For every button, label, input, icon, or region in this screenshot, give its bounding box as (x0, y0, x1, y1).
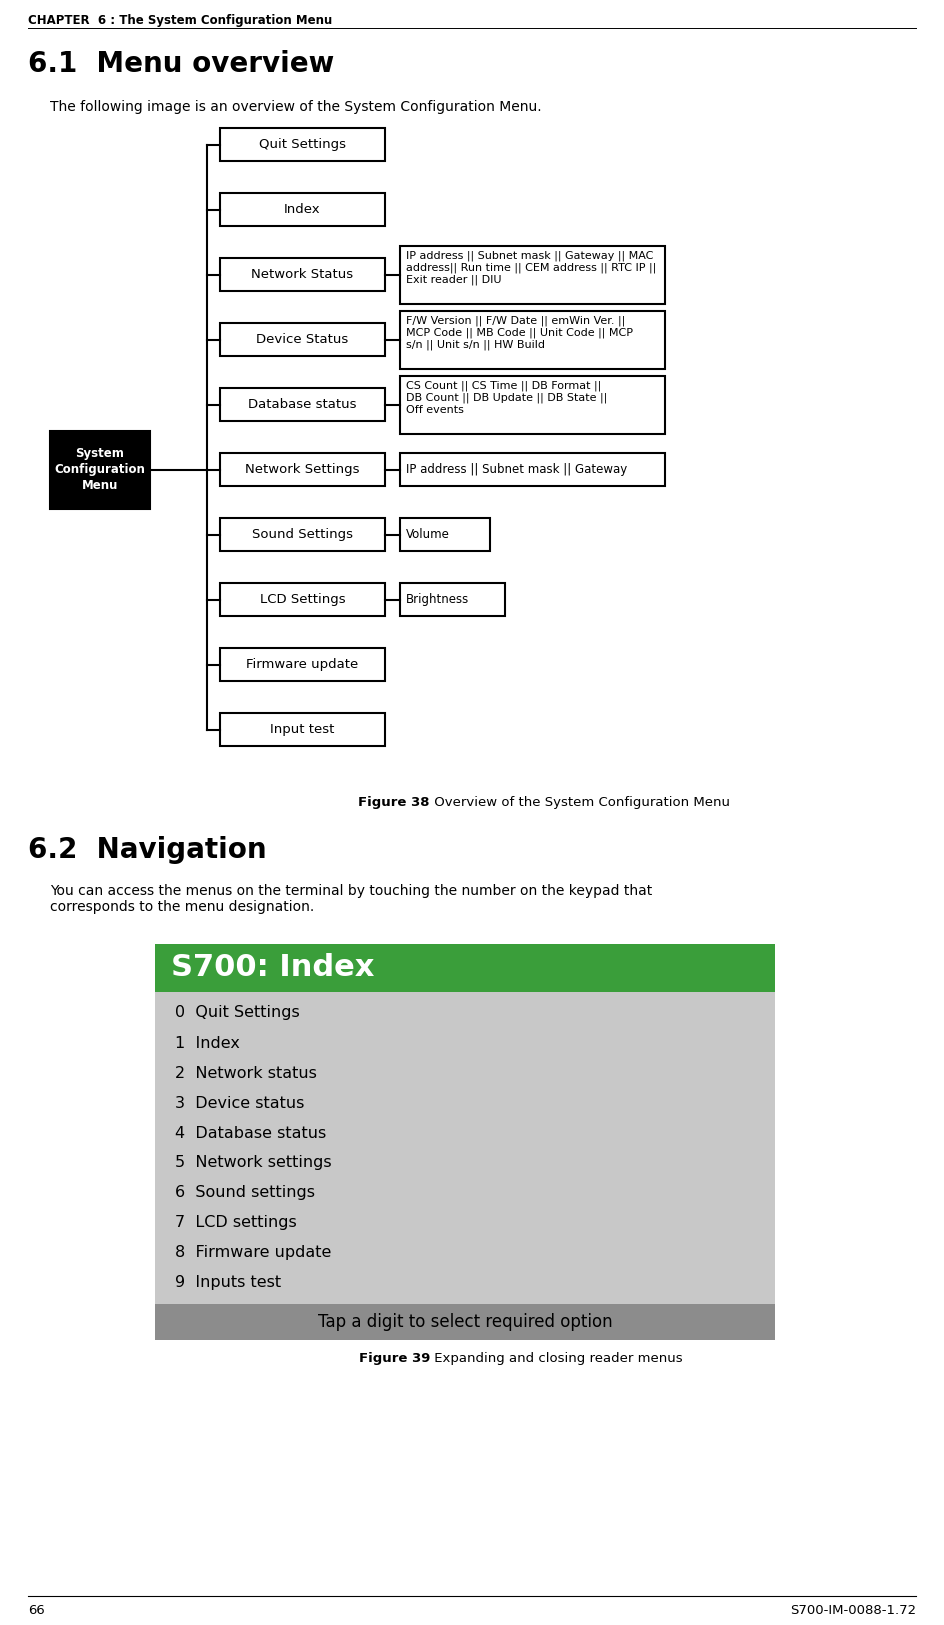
Text: You can access the menus on the terminal by touching the number on the keypad th: You can access the menus on the terminal… (50, 884, 652, 915)
FancyBboxPatch shape (220, 258, 385, 291)
Text: CHAPTER  6 : The System Configuration Menu: CHAPTER 6 : The System Configuration Men… (28, 15, 332, 28)
FancyBboxPatch shape (220, 648, 385, 681)
Text: Tap a digit to select required option: Tap a digit to select required option (318, 1313, 613, 1331)
FancyBboxPatch shape (220, 583, 385, 616)
Text: Database status: Database status (248, 398, 357, 411)
Text: Input test: Input test (270, 723, 335, 736)
Text: Sound Settings: Sound Settings (252, 528, 353, 541)
Text: 6.2  Navigation: 6.2 Navigation (28, 835, 266, 864)
FancyBboxPatch shape (220, 193, 385, 226)
FancyBboxPatch shape (400, 245, 665, 304)
FancyBboxPatch shape (220, 713, 385, 746)
FancyBboxPatch shape (155, 944, 775, 991)
FancyBboxPatch shape (400, 518, 490, 551)
Text: F/W Version || F/W Date || emWin Ver. ||
MCP Code || MB Code || Unit Code || MCP: F/W Version || F/W Date || emWin Ver. ||… (406, 315, 633, 351)
FancyBboxPatch shape (155, 991, 775, 1303)
Text: 8  Firmware update: 8 Firmware update (175, 1245, 331, 1261)
FancyBboxPatch shape (220, 518, 385, 551)
Text: 4  Database status: 4 Database status (175, 1126, 327, 1141)
FancyBboxPatch shape (400, 375, 665, 434)
Text: 6  Sound settings: 6 Sound settings (175, 1186, 315, 1201)
Text: Expanding and closing reader menus: Expanding and closing reader menus (430, 1352, 683, 1365)
Text: S700: Index: S700: Index (171, 954, 375, 983)
Text: 9  Inputs test: 9 Inputs test (175, 1276, 281, 1290)
FancyBboxPatch shape (220, 323, 385, 356)
Text: Network Settings: Network Settings (245, 463, 360, 476)
FancyBboxPatch shape (400, 453, 665, 486)
Text: 7  LCD settings: 7 LCD settings (175, 1216, 296, 1230)
FancyBboxPatch shape (155, 1303, 775, 1341)
Text: System
Configuration
Menu: System Configuration Menu (55, 447, 145, 492)
Text: Figure 39: Figure 39 (359, 1352, 430, 1365)
Text: Volume: Volume (406, 528, 450, 541)
FancyBboxPatch shape (50, 431, 150, 509)
Text: Network Status: Network Status (251, 268, 354, 281)
Text: CS Count || CS Time || DB Format ||
DB Count || DB Update || DB State ||
Off eve: CS Count || CS Time || DB Format || DB C… (406, 380, 607, 414)
Text: Figure 38: Figure 38 (359, 796, 430, 809)
Text: Index: Index (284, 203, 321, 216)
Text: LCD Settings: LCD Settings (260, 593, 346, 606)
Text: Overview of the System Configuration Menu: Overview of the System Configuration Men… (430, 796, 730, 809)
FancyBboxPatch shape (400, 583, 505, 616)
Text: Device Status: Device Status (257, 333, 348, 346)
Text: The following image is an overview of the System Configuration Menu.: The following image is an overview of th… (50, 101, 542, 114)
FancyBboxPatch shape (220, 128, 385, 161)
Text: 5  Network settings: 5 Network settings (175, 1155, 331, 1170)
Text: S700-IM-0088-1.72: S700-IM-0088-1.72 (790, 1604, 916, 1617)
Text: Quit Settings: Quit Settings (259, 138, 346, 151)
Text: IP address || Subnet mask || Gateway: IP address || Subnet mask || Gateway (406, 463, 627, 476)
Text: 6.1  Menu overview: 6.1 Menu overview (28, 50, 334, 78)
Text: 2  Network status: 2 Network status (175, 1066, 317, 1081)
Text: Brightness: Brightness (406, 593, 469, 606)
FancyBboxPatch shape (220, 453, 385, 486)
Text: 3  Device status: 3 Device status (175, 1095, 304, 1110)
Text: Firmware update: Firmware update (246, 658, 359, 671)
FancyBboxPatch shape (400, 310, 665, 369)
Text: 66: 66 (28, 1604, 44, 1617)
Text: 0  Quit Settings: 0 Quit Settings (175, 1006, 300, 1020)
Text: 1  Index: 1 Index (175, 1035, 240, 1050)
FancyBboxPatch shape (220, 388, 385, 421)
Text: IP address || Subnet mask || Gateway || MAC
address|| Run time || CEM address ||: IP address || Subnet mask || Gateway || … (406, 250, 656, 286)
